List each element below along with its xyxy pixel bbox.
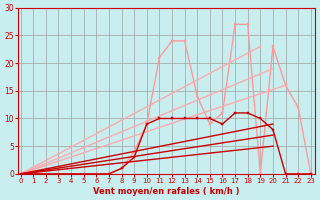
X-axis label: Vent moyen/en rafales ( km/h ): Vent moyen/en rafales ( km/h )	[93, 187, 240, 196]
